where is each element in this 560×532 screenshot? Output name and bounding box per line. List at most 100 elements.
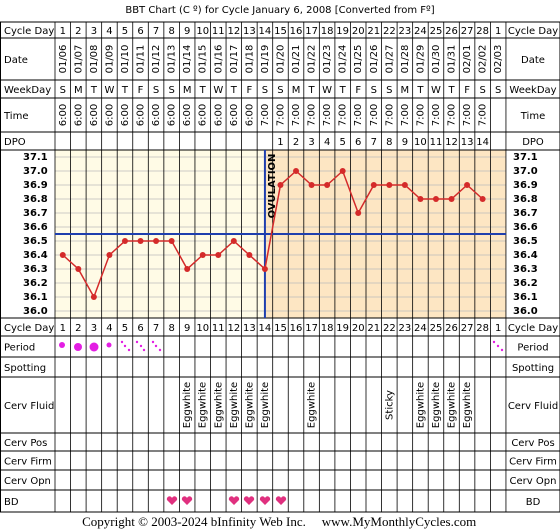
- row-label: Spotting: [512, 363, 554, 374]
- spotting-dot: [123, 344, 127, 348]
- cycle-day: 21: [367, 323, 380, 334]
- date: 01/14: [182, 45, 193, 74]
- cycle-day: 25: [430, 323, 443, 334]
- row-label: Time: [520, 111, 545, 122]
- y-tick-label: 36.1: [513, 292, 538, 303]
- temperature-point: [479, 196, 486, 202]
- dpo: 7: [371, 137, 377, 148]
- footer-copyright: Copyright © 2003-2024 bInfinity Web Inc.: [82, 514, 306, 529]
- heart: [275, 496, 287, 505]
- temperature-point: [401, 182, 408, 188]
- temperature-point: [90, 294, 97, 300]
- heart: [166, 496, 178, 505]
- y-tick-label: 36.0: [513, 306, 538, 317]
- temperature-point: [246, 252, 253, 258]
- dpo: 1: [277, 137, 283, 148]
- temperature-point: [215, 252, 222, 258]
- cycle-day: 1: [60, 26, 66, 37]
- weekday: S: [495, 85, 501, 96]
- row-label: Date: [4, 55, 28, 66]
- date: 01/16: [213, 45, 224, 74]
- row-label: Cerv Fluid: [508, 401, 558, 412]
- cycle-day: 16: [290, 26, 303, 37]
- cerv-fluid: Eggwhite: [213, 382, 224, 428]
- weekday: W: [104, 85, 114, 96]
- weekday: M: [401, 85, 410, 96]
- heart: [259, 496, 271, 505]
- date: 02/03: [493, 45, 504, 74]
- cycle-day: 15: [274, 323, 287, 334]
- temperature-point: [324, 182, 331, 188]
- weekday: T: [199, 85, 207, 96]
- temperature-point: [277, 182, 284, 188]
- cycle-day: 8: [168, 323, 174, 334]
- time: 6:00: [136, 104, 147, 126]
- time: 7:00: [353, 104, 364, 126]
- y-tick-label: 36.2: [23, 278, 48, 289]
- cycle-day: 19: [336, 26, 349, 37]
- date: 01/25: [353, 45, 364, 74]
- time: 7:00: [447, 104, 458, 126]
- dpo: 6: [355, 137, 361, 148]
- spotting-dot: [158, 348, 162, 352]
- cycle-day: 20: [352, 26, 365, 37]
- row-label: Cycle Day: [4, 323, 54, 334]
- cycle-day: 16: [290, 323, 303, 334]
- cycle-day: 2: [75, 26, 81, 37]
- date: 02/02: [478, 45, 489, 74]
- row-label: Cerv Fluid: [4, 401, 54, 412]
- date: 01/20: [275, 45, 286, 74]
- weekday: T: [90, 85, 98, 96]
- cycle-day: 15: [274, 26, 287, 37]
- row-label: WeekDay: [509, 85, 556, 96]
- date: 01/18: [244, 45, 255, 74]
- spotting-dot: [139, 344, 143, 348]
- period-dot: [74, 343, 82, 351]
- cycle-day: 18: [321, 323, 334, 334]
- time: 6:00: [151, 104, 162, 126]
- time: 6:00: [104, 104, 115, 126]
- cycle-day: 17: [305, 26, 318, 37]
- y-tick-label: 36.3: [23, 264, 48, 275]
- cycle-day: 11: [212, 26, 225, 37]
- cycle-day: 23: [399, 323, 412, 334]
- time: 6:00: [213, 104, 224, 126]
- weekday: M: [74, 85, 83, 96]
- row-label: Cerv Firm: [4, 457, 52, 468]
- heart: [243, 496, 255, 505]
- date: 01/22: [307, 45, 318, 74]
- temperature-point: [448, 196, 455, 202]
- time: 6:00: [120, 104, 131, 126]
- weekday: S: [60, 85, 66, 96]
- row-label: Date: [521, 55, 545, 66]
- y-tick-label: 36.9: [513, 180, 538, 191]
- dpo: 14: [476, 137, 489, 148]
- dpo: 8: [386, 137, 392, 148]
- period-dot: [89, 342, 99, 352]
- temperature-line: [62, 169, 484, 299]
- cerv-fluid: Eggwhite: [182, 382, 193, 428]
- y-tick-label: 36.5: [513, 236, 538, 247]
- time: 7:00: [369, 104, 380, 126]
- cycle-day: 28: [476, 323, 489, 334]
- cycle-day: 1: [495, 26, 501, 37]
- dpo: 2: [293, 137, 299, 148]
- temperature-point: [339, 168, 346, 174]
- row-label: Spotting: [4, 363, 46, 374]
- y-tick-label: 36.7: [23, 208, 48, 219]
- date: 01/12: [151, 45, 162, 74]
- cycle-day: 26: [445, 26, 458, 37]
- spotting-dot: [142, 348, 146, 352]
- y-tick-label: 37.0: [513, 166, 538, 177]
- cycle-day: 5: [122, 26, 128, 37]
- cycle-day: 27: [461, 26, 474, 37]
- weekday: S: [153, 85, 159, 96]
- date: 01/06: [58, 45, 69, 74]
- cycle-day: 24: [414, 323, 427, 334]
- dpo: 5: [339, 137, 345, 148]
- cycle-day: 18: [321, 26, 334, 37]
- row-label: Time: [3, 111, 28, 122]
- dpo: 12: [445, 137, 458, 148]
- cycle-day: 19: [336, 323, 349, 334]
- cycle-day: 2: [75, 323, 81, 334]
